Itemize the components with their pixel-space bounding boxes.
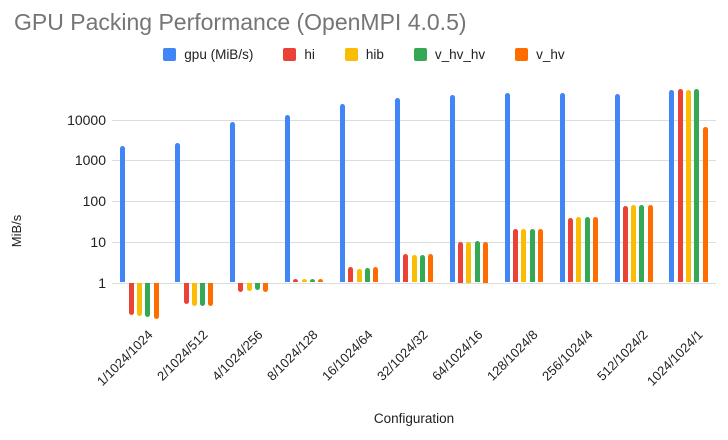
legend: gpu (MiB/s) hi hib v_hv_hv v_hv [0,44,728,64]
bar-hib-32/1024/32 [411,255,417,283]
bar-v-hv-hv-1/1024/1024 [145,282,151,318]
x-axis-title: Configuration [373,411,455,426]
bar-gpu-mib-s--32/1024/32 [394,97,400,283]
bar-hib-128/1024/8 [521,229,527,283]
gridline-10 [112,241,716,243]
bar-v-hv-hv-32/1024/32 [419,254,425,283]
bar-gpu-mib-s--1024/1024/1 [669,90,675,283]
bar-v-hv-hv-1024/1024/1 [694,89,700,283]
bar-gpu-mib-s--256/1024/4 [559,92,565,283]
gridline-1000 [112,160,716,162]
bar-hi-32/1024/32 [403,254,409,283]
x-tick-label-1/1024/1024: 1/1024/1024 [94,327,157,389]
bar-v-hv-256/1024/4 [592,217,598,283]
bar-hib-4/1024/256 [246,282,252,291]
y-tick-label-10000: 10000 [67,111,106,128]
legend-label: hib [365,46,384,62]
bar-hi-256/1024/4 [567,218,573,283]
y-tick-label-1: 1 [98,274,106,291]
bar-v-hv-hv-16/1024/64 [364,267,370,283]
bar-v-hv-hv-2/1024/512 [200,282,206,307]
legend-item-gpu-mib-s-: gpu (MiB/s) [163,47,253,62]
bar-hib-1024/1024/1 [686,89,692,283]
bar-v-hv-8/1024/128 [318,279,324,283]
plot-area [112,85,716,320]
legend-swatch-icon [344,47,358,61]
legend-item-hi: hi [283,47,315,62]
bar-hib-1/1024/1024 [136,282,142,317]
bar-hi-128/1024/8 [513,229,519,283]
gridline-100 [112,201,716,202]
legend-item-v-hv-hv: v_hv_hv [413,46,486,62]
y-tick-label-100: 100 [82,193,106,209]
bar-v-hv-hv-512/1024/2 [639,205,645,283]
bar-hi-512/1024/2 [622,205,628,283]
bar-v-hv-512/1024/2 [647,204,653,283]
bar-gpu-mib-s--4/1024/256 [230,122,236,283]
bar-v-hv-hv-256/1024/4 [584,216,590,283]
gridline-10000 [112,119,716,121]
bar-v-hv-1024/1024/1 [702,127,708,283]
legend-label: hi [304,46,315,62]
legend-swatch-icon [163,47,177,61]
bar-v-hv-16/1024/64 [373,267,379,283]
bar-hib-8/1024/128 [301,279,307,283]
gridline-1 [112,282,716,284]
bar-hib-16/1024/64 [356,268,362,283]
bar-hi-16/1024/64 [348,267,354,283]
y-tick-label-1000: 1000 [74,152,106,169]
bar-hib-2/1024/512 [191,282,197,306]
bar-hi-1/1024/1024 [128,282,134,315]
bar-v-hv-2/1024/512 [208,282,214,307]
bar-hib-256/1024/4 [576,216,582,283]
bar-gpu-mib-s--2/1024/512 [175,143,181,283]
legend-label: v_hv [536,46,565,62]
legend-item-hib: hib [344,46,384,62]
bar-v-hv-128/1024/8 [537,228,543,283]
bar-gpu-mib-s--8/1024/128 [285,114,291,283]
bar-v-hv-hv-4/1024/256 [255,282,261,291]
bar-gpu-mib-s--64/1024/16 [449,94,455,283]
bar-hi-8/1024/128 [293,279,299,283]
bar-v-hv-hv-128/1024/8 [529,229,535,283]
bar-v-hv-hv-8/1024/128 [309,279,315,283]
bar-hi-4/1024/256 [238,282,244,292]
bar-hi-1024/1024/1 [677,89,683,283]
legend-swatch-icon [283,47,297,61]
bar-v-hv-64/1024/16 [483,241,488,283]
bar-v-hv-32/1024/32 [428,254,434,283]
y-tick-label-10: 10 [90,233,106,250]
bar-v-hv-hv-64/1024/16 [474,240,480,283]
bar-gpu-mib-s--1/1024/1024 [120,146,126,283]
bar-gpu-mib-s--128/1024/8 [504,93,510,283]
bar-v-hv-1/1024/1024 [153,282,159,319]
bar-gpu-mib-s--512/1024/2 [614,93,620,283]
legend-swatch-icon [515,47,529,61]
bar-hib-512/1024/2 [631,204,637,283]
legend-swatch-icon [413,47,427,61]
bar-hi-64/1024/16 [458,241,464,283]
legend-item-v-hv: v_hv [515,47,565,62]
legend-label: gpu (MiB/s) [184,46,254,62]
bar-v-hv-4/1024/256 [263,282,269,292]
bar-gpu-mib-s--16/1024/64 [339,104,345,283]
legend-label: v_hv_hv [434,46,486,62]
bar-hib-64/1024/16 [466,241,472,283]
bar-hi-2/1024/512 [183,282,189,305]
chart-title: GPU Packing Performance (OpenMPI 4.0.5) [14,9,467,35]
